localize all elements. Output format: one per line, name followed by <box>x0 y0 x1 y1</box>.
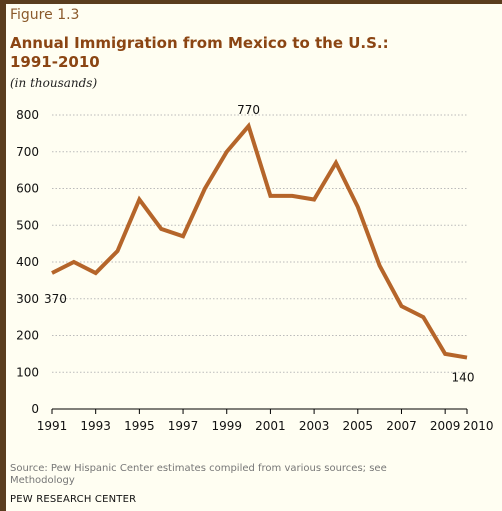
chart-frame: Figure 1.3 Annual Immigration from Mexic… <box>6 4 502 511</box>
organization-name: PEW RESEARCH CENTER <box>10 494 137 505</box>
source-line-2: Methodology <box>10 475 75 486</box>
x-axis-ticks: 1991 1993 1995 1997 1999 2001 2003 2005 2007 2009… <box>37 409 494 433</box>
y-tick-label: 0 <box>31 402 39 416</box>
x-tick-label: 1999 <box>211 419 242 433</box>
source-note: Source: Pew Hispanic Center estimates co… <box>10 463 480 487</box>
x-tick-label: 1991 <box>37 419 68 433</box>
chart-title: Annual Immigration from Mexico to the U.… <box>10 34 490 72</box>
x-tick-label: 1995 <box>124 419 155 433</box>
x-tick-label: 2001 <box>255 419 286 433</box>
series-group <box>51 121 468 360</box>
data-label: 770 <box>237 103 260 117</box>
y-tick-label: 100 <box>16 365 39 379</box>
x-tick-label: 2003 <box>299 419 330 433</box>
chart-subtitle: (in thousands) <box>10 76 98 90</box>
x-tick-label: 2007 <box>386 419 417 433</box>
y-tick-label: 600 <box>16 182 39 196</box>
y-tick-label: 500 <box>16 218 39 232</box>
gridlines <box>52 114 467 373</box>
y-tick-label: 300 <box>16 292 39 306</box>
series-line <box>51 121 468 360</box>
figure-label: Figure 1.3 <box>10 7 80 23</box>
x-tick-label: 2010 <box>463 419 494 433</box>
chart-title-line-2: 1991-2010 <box>10 53 100 71</box>
x-tick-label: 2005 <box>343 419 374 433</box>
y-tick-label: 400 <box>16 255 39 269</box>
data-label: 140 <box>452 371 475 385</box>
annotations: 370 770 140 <box>44 103 474 385</box>
y-tick-label: 700 <box>16 145 39 159</box>
x-tick-label: 2009 <box>430 419 461 433</box>
y-tick-label: 800 <box>16 108 39 122</box>
data-label: 370 <box>44 292 67 306</box>
y-axis-ticks: 0 100 200 300 400 500 600 700 800 <box>16 108 39 416</box>
source-line-1: Source: Pew Hispanic Center estimates co… <box>10 463 387 474</box>
chart-title-line-1: Annual Immigration from Mexico to the U.… <box>10 34 389 52</box>
y-tick-label: 200 <box>16 329 39 343</box>
x-tick-label: 1993 <box>80 419 111 433</box>
x-tick-label: 1997 <box>168 419 199 433</box>
